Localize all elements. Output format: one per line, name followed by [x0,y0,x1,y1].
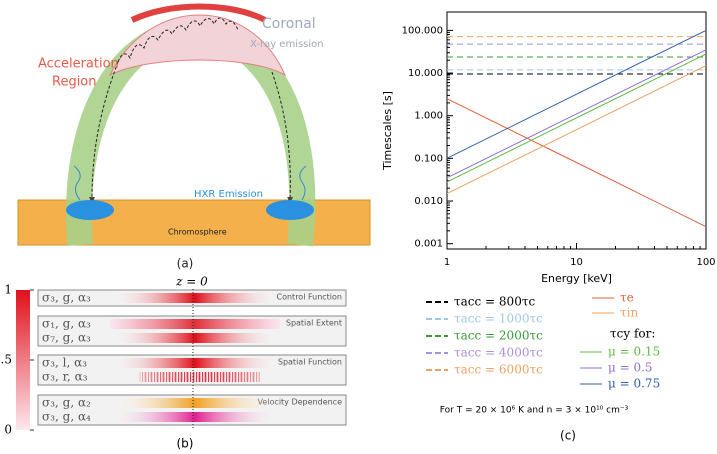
y-tick-label: 10.000 [408,68,443,79]
y-tick-label: 100.000 [402,25,443,36]
group-label: Velocity Dependence [258,398,343,407]
colorbar-label: 1 [4,283,12,297]
row-label: σ₃, l, α₃ [42,356,87,370]
x-axis-label: Energy [keV] [541,272,612,285]
y-tick-label: 0.010 [414,196,443,207]
series-line [447,49,706,179]
row-label: σ₃, g, α₄ [42,410,91,424]
series-line [447,29,706,159]
legend-label: μ = 0.5 [608,361,653,375]
label: Region [52,75,97,90]
legend-label: μ = 0.75 [608,377,660,391]
legend-label: τacc = 1000τc [454,312,543,326]
wave [73,165,81,201]
row-label: σ₃, g, α₂ [42,396,91,410]
colorbar [16,290,30,430]
group-label: Spatial Extent [286,319,342,328]
legend-label: τin [620,306,638,320]
profile [110,319,280,329]
footpoint [66,200,114,220]
series-line [447,98,706,228]
profile [110,412,280,422]
x-tick-label: 100 [696,257,715,268]
profile [110,398,280,408]
footpoint [266,200,314,220]
profile [110,293,280,303]
caption: (c) [560,429,576,443]
loop-top [130,3,267,23]
series-line [447,53,706,183]
y-tick-label: 0.001 [414,239,443,250]
profile [110,333,280,343]
row-label: σ₁, g, α₃ [42,317,91,331]
x-tick-label: 1 [444,257,450,268]
wave [299,165,307,201]
caption: (a) [177,257,194,271]
acceleration-region [108,14,287,77]
row-label: σ₃, r, α₃ [42,370,88,384]
y-tick-label: 0.100 [414,153,443,164]
legend-label: τacc = 2000τc [454,329,543,343]
series-line [447,65,706,194]
row-label: σ₇, g, α₃ [42,331,91,345]
label: Acceleration [38,57,119,72]
plot-frame [446,11,707,250]
legend-label: τacc = 6000τc [454,363,543,377]
note: For T = 20 × 10⁶ K and n = 3 × 10¹⁰ cm⁻³ [440,406,629,416]
colorbar-label: 0.5 [0,353,12,367]
row-label: σ₃, g, α₃ [42,291,91,305]
panel-a: Coronal X-ray emission Acceleration Regi… [17,3,371,271]
group-label: Spatial Function [278,358,342,367]
legend-label: τe [620,291,634,305]
legend-label: μ = 0.15 [608,345,660,359]
label: X-ray emission [250,39,324,50]
legend-heading: τcy for: [610,327,655,341]
label: Chromosphere [168,228,227,237]
y-axis-label: Timescales [s] [381,91,394,171]
x-tick-label: 10 [570,257,583,268]
caption: (b) [177,437,194,451]
legend-label: τacc = 4000τc [454,346,543,360]
arrow [271,71,294,203]
z-label: z = 0 [175,275,208,289]
group-label: Control Function [277,293,343,302]
path [117,17,239,63]
arrow [89,61,119,203]
profile [110,358,280,368]
label: HXR Emission [194,189,263,200]
label: Coronal [262,16,316,32]
legend-label: τacc = 800τc [454,295,535,309]
y-tick-label: 1.000 [414,111,443,122]
colorbar-label: 0 [4,423,12,437]
